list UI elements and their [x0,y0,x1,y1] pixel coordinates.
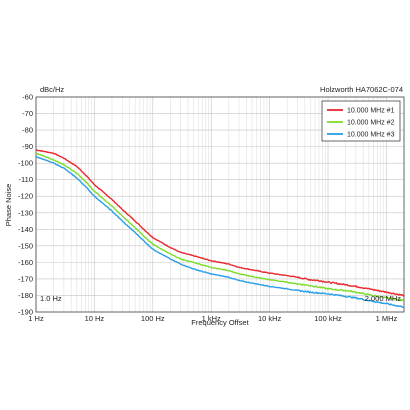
y-unit-label: dBc/Hz [40,85,64,94]
y-tick-label: -180 [18,291,33,300]
x-tick-label: 10 kHz [258,314,282,323]
y-tick-label: -190 [18,308,33,317]
y-tick-label: -110 [19,175,33,184]
y-tick-label: -70 [22,109,33,118]
x-tick-label: 1 MHz [376,314,398,323]
y-tick-label: -80 [22,126,33,135]
legend-label-3: 10.000 MHz #3 [347,132,395,139]
series-line-2 [35,152,405,302]
tick-labels: -60 -70 -80 -90 -100 -110 -120 -130 -140 -150 -160… [18,93,398,324]
x-tick-label: 1 Hz [28,314,44,323]
x-tick-label: 1 kHz [202,314,221,323]
y-axis-label: Phase Noise [4,184,13,227]
range-start-label: 1.0 Hz [40,294,62,303]
y-tick-label: -120 [18,192,33,201]
y-tick-label: -160 [18,258,33,267]
series-line-3 [35,156,405,309]
x-tick-label: 100 kHz [314,314,342,323]
y-tick-label: -100 [18,159,33,168]
y-tick-label: -60 [22,93,33,102]
series-line-1 [35,149,405,297]
legend: 10.000 MHz #1 10.000 MHz #2 10.000 MHz #3 [321,100,401,142]
x-tick-label: 10 Hz [85,314,105,323]
y-tick-label: -130 [18,208,33,217]
legend-label-1: 10.000 MHz #1 [347,108,395,115]
legend-label-2: 10.000 MHz #2 [347,120,395,127]
range-end-label: 2.000 MHz [365,294,402,303]
x-tick-label: 100 Hz [141,314,165,323]
x-axis-label: Frequency Offset [191,318,249,327]
y-tick-label: -140 [18,225,33,234]
y-tick-label: -170 [18,274,33,283]
plot-frame [35,96,405,313]
series-lines [35,149,405,309]
chart-title: Holzworth HA7062C-074 [320,85,403,94]
y-tick-label: -150 [18,241,33,250]
y-tick-label: -90 [22,142,33,151]
